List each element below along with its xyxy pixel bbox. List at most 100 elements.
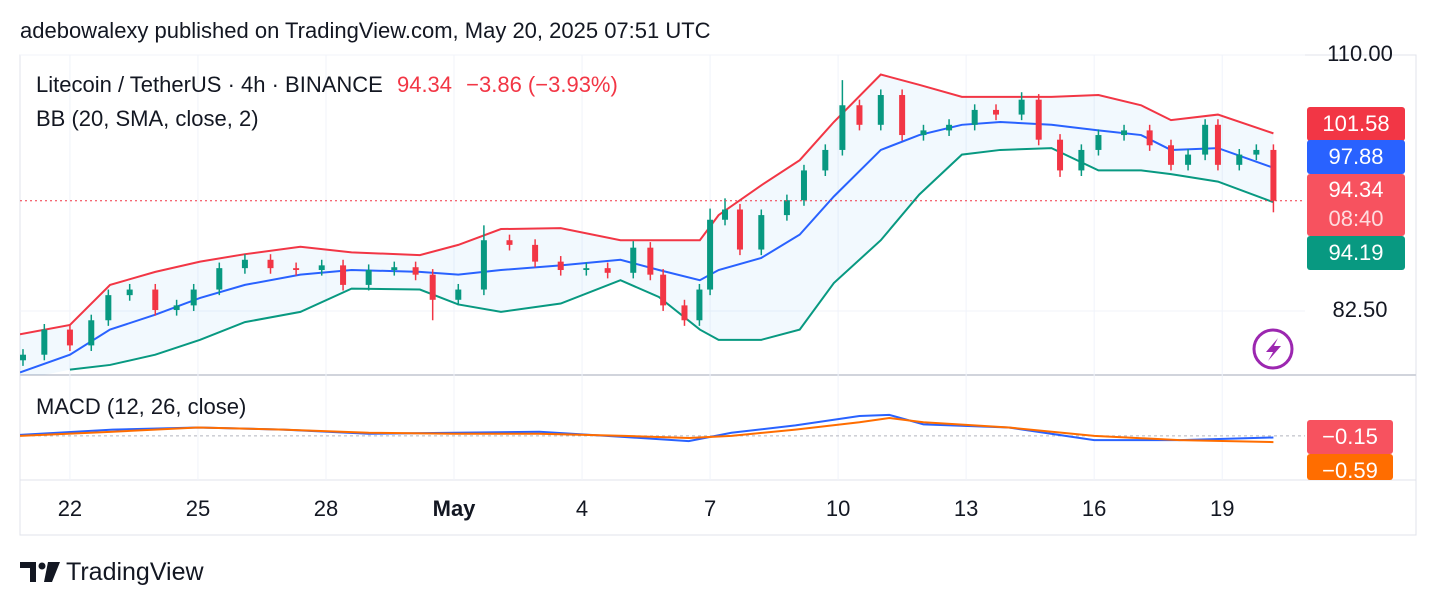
candle-body	[318, 265, 325, 271]
candle-body	[532, 244, 539, 262]
candle-body	[190, 289, 197, 306]
x-tick-label: May	[433, 496, 477, 521]
price-tag	[1307, 174, 1405, 236]
candle-body	[1121, 130, 1128, 136]
x-tick-label: 19	[1210, 496, 1234, 521]
price-tag	[1307, 236, 1405, 270]
candle-body	[736, 209, 743, 250]
candle-body	[660, 274, 667, 306]
candle-body	[1253, 149, 1260, 155]
macd-legend: MACD (12, 26, close)	[36, 394, 247, 419]
candle-body	[899, 95, 906, 136]
candle-body	[293, 268, 300, 271]
candle-body	[783, 200, 790, 216]
price-tag	[1307, 140, 1405, 174]
bb-legend: BB (20, SMA, close, 2)	[36, 106, 259, 131]
candle-body	[630, 247, 637, 273]
candle-body	[696, 289, 703, 321]
candle-body	[920, 130, 927, 136]
candle-body	[1236, 154, 1243, 165]
macd-tag-label: −0.15	[1322, 424, 1378, 449]
candle-body	[173, 305, 180, 311]
macd-line	[20, 417, 1274, 444]
x-tick-label: 13	[954, 496, 978, 521]
legend-row: Litecoin / TetherUS · 4h · BINANCE 94.34…	[36, 72, 618, 98]
x-tick-label: 25	[186, 496, 210, 521]
candle-body	[429, 274, 436, 300]
candle-body	[758, 215, 765, 250]
candle-body	[1057, 139, 1064, 171]
candle-body	[946, 124, 953, 131]
candle-body	[1167, 145, 1174, 165]
candle-body	[365, 270, 372, 285]
y-tick-label: 82.50	[1332, 297, 1387, 322]
candle-body	[681, 305, 688, 321]
macd-tag-label: −0.59	[1322, 458, 1378, 483]
brand: TradingView	[66, 558, 204, 586]
last-price: 94.34	[396, 72, 453, 97]
candle-body	[216, 268, 223, 290]
candle-body	[455, 289, 462, 300]
candle-body	[604, 268, 611, 273]
candle-body	[1214, 124, 1221, 165]
candle-body	[877, 95, 884, 125]
x-tick-label: 28	[314, 496, 338, 521]
y-tick-label: 110.00	[1327, 41, 1393, 66]
candle-body	[1146, 130, 1153, 146]
x-tick-label: 7	[704, 496, 716, 521]
candle-body	[126, 289, 133, 296]
band-fill	[20, 74, 1274, 375]
countdown: 08:40	[1328, 206, 1383, 231]
price-tag-label: 97.88	[1328, 144, 1383, 169]
band-line	[69, 147, 1274, 371]
macd-tag	[1307, 420, 1393, 454]
candle-body	[1270, 149, 1277, 201]
candle-body	[1078, 149, 1085, 171]
candle-body	[583, 268, 590, 271]
candle-body	[971, 109, 978, 125]
candle-body	[152, 289, 159, 311]
candle-body	[340, 265, 347, 285]
price-tag	[1307, 107, 1405, 141]
candle-body	[391, 267, 398, 271]
x-tick-label: 10	[826, 496, 850, 521]
candle-body	[88, 320, 95, 346]
lightning-icon[interactable]	[1252, 328, 1294, 370]
macd-tag	[1307, 454, 1393, 480]
candle-body	[20, 354, 26, 361]
candle-body	[267, 259, 274, 269]
price-change: −3.86 (−3.93%)	[466, 72, 618, 97]
x-tick-label: 22	[58, 496, 82, 521]
candle-body	[557, 261, 564, 271]
candle-body	[412, 267, 419, 275]
candle-body	[1095, 135, 1102, 150]
price-tag-label: 101.58	[1322, 111, 1389, 136]
candle-body	[722, 209, 729, 220]
price-tag-label: 94.34	[1328, 177, 1383, 202]
candle-body	[856, 105, 863, 125]
candle-body	[647, 247, 654, 275]
candle-body	[993, 109, 1000, 115]
candle-body	[1185, 154, 1192, 165]
x-tick-label: 16	[1082, 496, 1106, 521]
candle-body	[480, 240, 487, 290]
candle-body	[1202, 124, 1209, 155]
x-tick-label: 4	[576, 496, 588, 521]
candle-body	[66, 329, 73, 346]
band-line	[20, 121, 1274, 374]
candle-body	[41, 329, 48, 355]
candle-body	[822, 149, 829, 171]
candle-body	[1018, 99, 1025, 115]
tradingview-logo	[20, 562, 60, 582]
band-line	[20, 73, 1274, 336]
candle-body	[839, 105, 846, 150]
candle-body	[506, 240, 513, 245]
candle-body	[105, 295, 112, 321]
symbol: Litecoin / TetherUS · 4h · BINANCE	[36, 72, 383, 97]
price-tag-label: 94.19	[1328, 240, 1383, 265]
candle-body	[707, 219, 714, 290]
candle-body	[241, 259, 248, 269]
byline: adebowalexy published on TradingView.com…	[20, 18, 711, 43]
